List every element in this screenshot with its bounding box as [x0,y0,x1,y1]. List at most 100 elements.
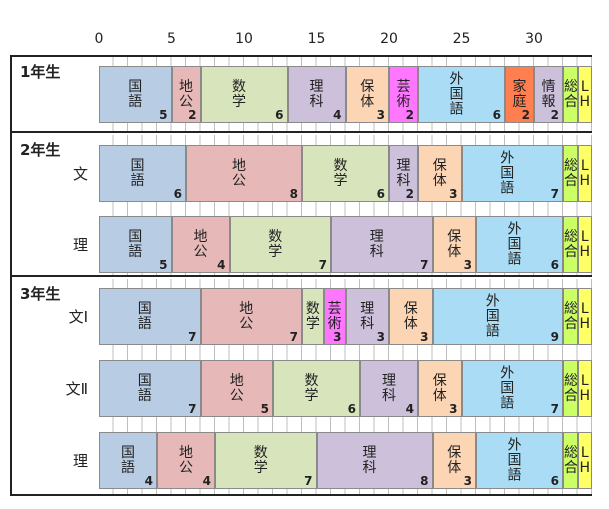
subject-label: 理 科 [362,444,377,476]
subject-label: L H [579,372,591,404]
subject-segment: 国 語 7 [99,288,201,345]
subject-label: L H [579,300,591,332]
subject-label: 外 国 語 [449,71,464,117]
x-tick-label: 25 [452,31,471,47]
units-count: 3 [376,108,385,122]
subject-segment: 理 科 4 [287,66,346,123]
subject-segment: 総 合 [563,288,578,345]
track-label: 文 [72,165,88,183]
subject-segment: 国 語 5 [99,216,172,273]
subject-label: L H [579,228,591,260]
subject-segment: L H [577,66,592,123]
units-count: 2 [405,187,414,201]
subject-label: 国 語 [137,372,152,404]
subject-label: 総 合 [564,444,578,476]
subject-label: 理 科 [309,78,324,110]
subject-label: 数 学 [232,78,246,110]
subject-segment: 数 学 7 [215,432,317,489]
subject-segment: 総 合 [563,432,578,489]
subject-segment: 数 学 [302,288,324,345]
subject-label: 保 体 [403,300,418,332]
subject-label: L H [579,444,591,476]
subject-segment: 地 公 7 [200,288,302,345]
units-count: 5 [159,258,168,272]
units-count: 7 [550,402,559,416]
subject-label: 数 学 [333,157,348,189]
subject-segment: 外 国 語 6 [418,66,505,123]
subject-label: 保 体 [432,157,447,189]
subject-label: L H [579,157,591,189]
subject-segment: L H [577,432,592,489]
subject-segment: 国 語 6 [99,145,186,202]
units-count: 5 [260,402,269,416]
subject-label: 総 合 [564,78,578,110]
subject-segment: 総 合 [563,145,578,202]
units-count: 3 [463,474,472,488]
subject-segment: 数 学 7 [229,216,331,273]
units-count: 6 [550,258,559,272]
subject-label: 地 公 [232,157,246,189]
units-count: 7 [318,258,327,272]
track-label: 理 [72,236,88,254]
subject-segment: 理 科 7 [331,216,433,273]
frame-left-edge [10,55,12,496]
units-count: 8 [420,474,429,488]
x-tick-label: 0 [94,31,104,47]
subject-label: 外 国 語 [485,293,500,339]
subject-segment: 数 学 6 [302,145,389,202]
x-tick-label: 20 [380,31,398,47]
subject-segment: 数 学 6 [273,360,360,417]
units-count: 7 [304,474,313,488]
units-count: 6 [376,187,385,201]
subject-label: 保 体 [432,372,447,404]
subject-segment: 総 合 [563,66,578,123]
subject-label: 地 公 [229,372,244,404]
subject-label: 保 体 [447,444,462,476]
track-label: 文Ⅰ [68,308,88,326]
subject-label: 地 公 [239,300,254,332]
grade-label: 1年生 [20,63,61,81]
units-count: 4 [333,108,342,122]
units-count: 8 [289,187,298,201]
group-divider [10,131,592,133]
subject-segment: 地 公 4 [171,216,230,273]
subject-segment: 総 合 [563,360,578,417]
subject-segment: 国 語 5 [99,66,172,123]
subject-label: 総 合 [564,372,578,404]
subject-label: 地 公 [193,228,208,260]
units-count: 7 [550,187,559,201]
subject-segment: 数 学 6 [200,66,288,123]
group-divider [10,55,592,57]
subject-label: 理 科 [396,157,411,189]
subject-label: 国 語 [121,444,135,476]
subject-label: 外 国 語 [507,437,522,483]
units-count: 4 [405,402,414,416]
subject-label: 保 体 [447,228,462,260]
subject-label: 数 学 [304,372,319,404]
subject-segment: 地 公 8 [186,145,302,202]
x-tick-label: 10 [235,31,253,47]
units-count: 9 [550,330,559,344]
units-count: 6 [492,108,501,122]
units-count: 2 [550,108,559,122]
subject-label: 数 学 [305,300,320,332]
subject-label: 国 語 [128,78,143,110]
group-divider [10,275,592,277]
units-count: 5 [159,108,168,122]
subject-segment: L H [577,360,592,417]
subject-segment: 外 国 語 6 [476,432,563,489]
subject-label: 地 公 [179,78,193,110]
subject-label: 国 語 [128,228,143,260]
units-count: 7 [420,258,429,272]
subject-segment: 総 合 [563,216,578,273]
subject-label: 総 合 [564,228,578,260]
